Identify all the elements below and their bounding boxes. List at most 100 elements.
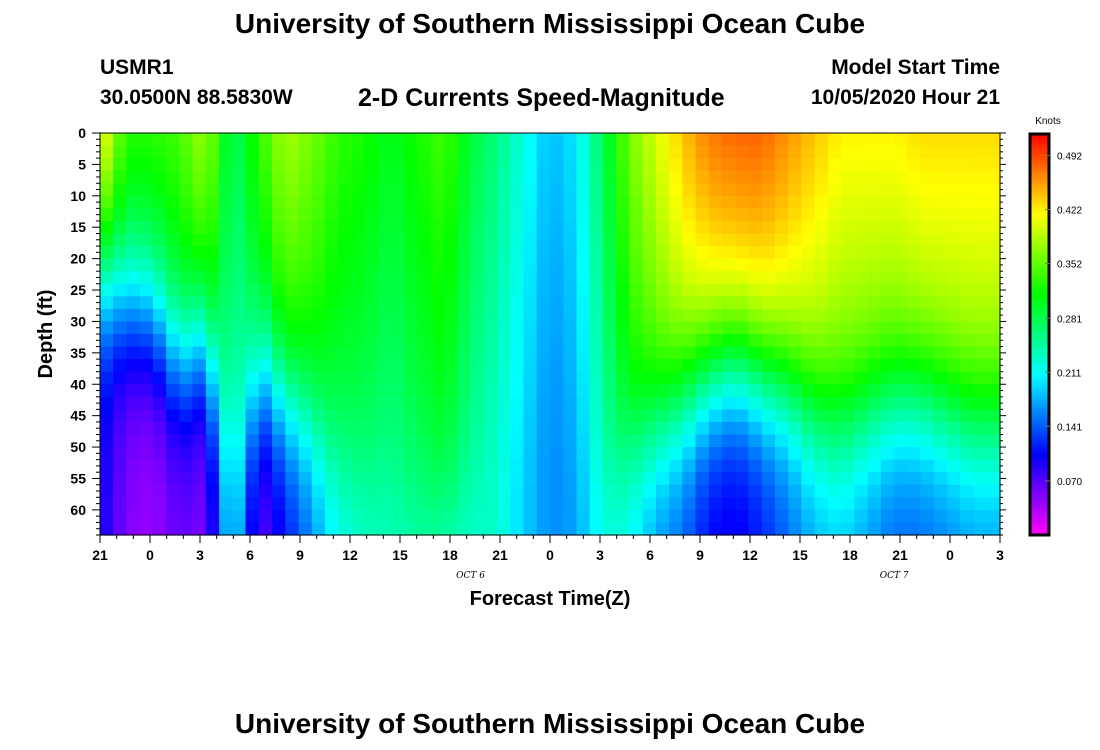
heatmap-cell (788, 522, 803, 536)
heatmap-cell (616, 158, 631, 172)
heatmap-cell (907, 472, 922, 486)
heatmap-cell (258, 158, 273, 172)
heatmap-cell (735, 409, 750, 423)
heatmap-cell (126, 396, 141, 410)
heatmap-cell (550, 484, 564, 498)
heatmap-cell (179, 246, 194, 260)
heatmap-cell (298, 220, 313, 235)
heatmap-cell (152, 346, 167, 360)
heatmap-cell (325, 447, 339, 461)
heatmap-cell (510, 170, 525, 184)
heatmap-cell (232, 359, 247, 373)
heatmap-cell (258, 271, 273, 285)
heatmap-cell (880, 346, 895, 360)
heatmap-cell (483, 183, 498, 197)
heatmap-cell (947, 497, 961, 511)
heatmap-cell (655, 509, 670, 524)
colorbar-step (1030, 194, 1049, 199)
heatmap-cell (550, 183, 564, 197)
heatmap-cell (708, 434, 723, 448)
heatmap-cell (497, 497, 511, 511)
heatmap-cell (338, 522, 353, 536)
heatmap-cell (126, 421, 141, 436)
colorbar-step (1030, 190, 1049, 195)
heatmap-cell (100, 509, 114, 524)
heatmap-cell (483, 522, 498, 536)
heatmap-cell (285, 421, 300, 436)
heatmap-cell (669, 509, 683, 524)
heatmap-cell (576, 396, 591, 410)
heatmap-cell (258, 258, 273, 272)
heatmap-cell (205, 334, 220, 348)
heatmap-cell (311, 484, 326, 498)
colorbar-step (1030, 294, 1049, 299)
heatmap-cell (219, 271, 233, 285)
heatmap-cell (801, 334, 816, 348)
heatmap-cell (311, 472, 326, 486)
heatmap-cell (550, 509, 564, 524)
heatmap-cell (510, 183, 525, 197)
heatmap-cell (788, 220, 803, 235)
heatmap-cell (377, 296, 392, 310)
heatmap-cell (139, 384, 154, 398)
heatmap-cell (788, 497, 803, 511)
heatmap-cell (761, 484, 776, 498)
heatmap-cell (960, 384, 975, 398)
heatmap-cell (338, 183, 353, 197)
heatmap-cell (139, 246, 154, 260)
colorbar-step (1030, 150, 1049, 155)
heatmap-cell (139, 271, 154, 285)
heatmap-cell (192, 384, 207, 398)
heatmap-cell (669, 396, 683, 410)
heatmap-cell (272, 283, 286, 297)
heatmap-cell (417, 484, 432, 498)
heatmap-cell (880, 472, 895, 486)
heatmap-cell (708, 271, 723, 285)
heatmap-cell (801, 509, 816, 524)
heatmap-cell (589, 384, 604, 398)
heatmap-cell (483, 497, 498, 511)
heatmap-cell (325, 522, 339, 536)
heatmap-cell (364, 447, 379, 461)
heatmap-cell (457, 283, 472, 297)
heatmap-cell (272, 447, 286, 461)
heatmap-cell (192, 321, 207, 335)
heatmap-cell (629, 195, 644, 209)
colorbar-frame (1028, 132, 1051, 537)
heatmap-cell (629, 434, 644, 448)
heatmap-cell (761, 208, 776, 222)
colorbar-step (1030, 508, 1049, 513)
colorbar-step (1030, 177, 1049, 182)
heatmap-cell (523, 334, 538, 348)
heatmap-cell (827, 321, 842, 335)
heatmap-cell (457, 509, 472, 524)
heatmap-cell (100, 359, 114, 373)
heatmap-cell (748, 371, 763, 385)
colorbar-step (1030, 297, 1049, 302)
heatmap-cell (311, 271, 326, 285)
heatmap-cell (801, 308, 816, 323)
heatmap-cell (523, 421, 538, 436)
heatmap-cell (576, 133, 591, 147)
heatmap-cell (576, 308, 591, 323)
heatmap-cell (960, 170, 975, 184)
colorbar-step (1030, 140, 1049, 145)
heatmap-cell (351, 296, 366, 310)
x-tick-label: 9 (696, 547, 704, 563)
heatmap-cell (430, 233, 445, 247)
heatmap-cell (602, 258, 617, 272)
model-start-label: Model Start Time (831, 56, 1000, 79)
heatmap-cell (589, 522, 604, 536)
heatmap-cell (867, 195, 882, 209)
heatmap-cell (827, 283, 842, 297)
heatmap-cell (854, 183, 869, 197)
heatmap-cell (933, 346, 948, 360)
heatmap-cell (113, 271, 128, 285)
heatmap-cell (788, 133, 803, 147)
colorbar-step (1030, 491, 1049, 496)
heatmap-cell (761, 384, 776, 398)
heatmap-cell (404, 133, 419, 147)
heatmap-cell (854, 258, 869, 272)
heatmap-cell (788, 421, 803, 436)
heatmap-cell (166, 208, 181, 222)
